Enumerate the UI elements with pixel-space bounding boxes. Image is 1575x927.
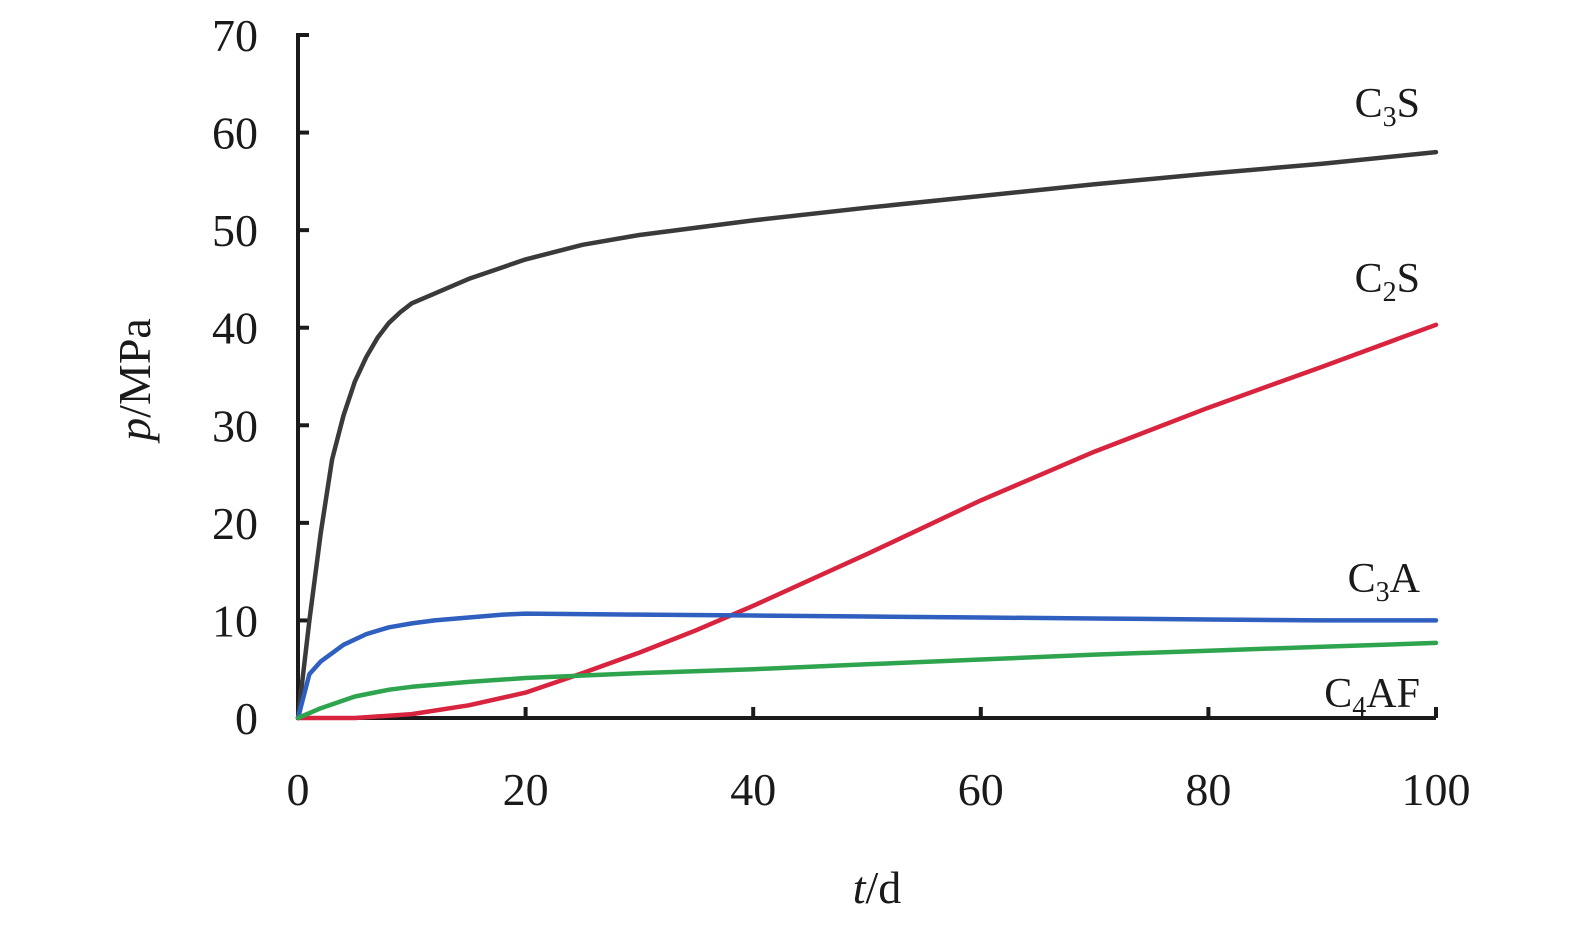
- x-tick-label-0: 0: [287, 764, 310, 815]
- y-axis-title: p/MPa: [109, 318, 160, 444]
- x-tick-label-80: 80: [1185, 764, 1231, 815]
- x-tick-label-60: 60: [958, 764, 1004, 815]
- x-tick-label-100: 100: [1402, 764, 1471, 815]
- series-layer: [295, 149, 1439, 721]
- y-tick-label-30: 30: [212, 400, 258, 451]
- series-label-c4af: C4AF: [1324, 671, 1420, 723]
- y-tick-label-60: 60: [212, 108, 258, 159]
- series-line-c4af: [295, 640, 1439, 721]
- ticks: 0 10 20 30 40 50 60 70 0 20 40 60 80 100: [212, 10, 1471, 815]
- series-label-c3a: C3A: [1348, 556, 1421, 608]
- y-axis-unit: /MPa: [109, 318, 160, 418]
- series-label-c3s: C3S: [1355, 81, 1420, 133]
- x-tick-label-20: 20: [503, 764, 549, 815]
- x-axis-unit: /d: [866, 862, 902, 913]
- axes: [296, 33, 1436, 720]
- series-labels: C3S C2S C3A C4AF: [1324, 81, 1420, 723]
- x-axis-variable: t: [853, 862, 867, 913]
- y-tick-label-0: 0: [235, 693, 258, 744]
- y-axis-variable: p: [109, 418, 160, 444]
- y-tick-label-50: 50: [212, 205, 258, 256]
- series-line-c3a: [295, 611, 1439, 721]
- y-tick-label-40: 40: [212, 303, 258, 354]
- y-tick-label-70: 70: [212, 10, 258, 61]
- y-tick-label-10: 10: [212, 595, 258, 646]
- y-tick-label-20: 20: [212, 498, 258, 549]
- series-line-c2s: [295, 322, 1439, 721]
- series-line-c3s: [295, 149, 1439, 721]
- series-label-c2s: C2S: [1355, 256, 1420, 308]
- x-axis-title: t/d: [853, 862, 902, 913]
- x-tick-label-40: 40: [730, 764, 776, 815]
